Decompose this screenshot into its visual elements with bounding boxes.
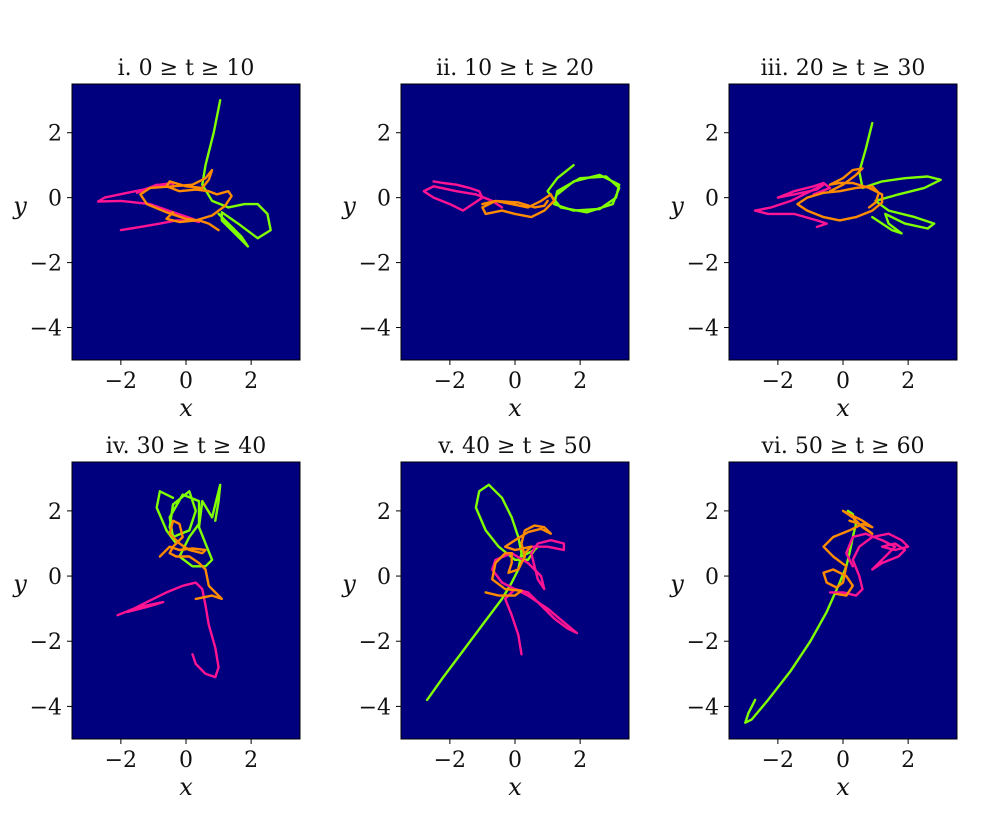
trajectory-line-3 — [822, 509, 874, 597]
x-axis-label: x — [836, 773, 850, 801]
trajectory-line-2 — [422, 180, 504, 212]
trajectory-line-1 — [201, 99, 272, 248]
y-tick-label: 2 — [705, 122, 719, 147]
y-tick-label: 2 — [48, 500, 62, 525]
trajectory-line-3 — [158, 519, 223, 601]
x-axis-label: x — [179, 773, 193, 801]
y-tick-label: 0 — [705, 565, 719, 590]
subplot-2: ii. 10 ≥ t ≥ 20 −2 0 2 2 0 −2 −4 x y — [341, 56, 630, 422]
x-tick-label: 0 — [179, 369, 193, 394]
subplot-1: i. 0 ≥ t ≥ 10 −2 0 2 2 0 −2 −4 x y — [12, 56, 301, 422]
x-tick-label: 0 — [836, 748, 850, 773]
subplot-title: iii. 20 ≥ t ≥ 30 — [761, 56, 926, 81]
series-group — [422, 164, 621, 219]
x-tick-label: 2 — [573, 748, 587, 773]
trajectory-line-3 — [796, 167, 884, 222]
trajectory-line-2 — [828, 532, 910, 597]
x-tick-label: 2 — [901, 748, 915, 773]
subplot-3: iii. 20 ≥ t ≥ 30 −2 0 2 2 0 −2 −4 x y — [669, 56, 958, 422]
series-group — [116, 483, 223, 679]
y-tick-label: 2 — [48, 122, 62, 147]
x-tick-label: 0 — [508, 748, 522, 773]
y-axis-label: y — [341, 570, 356, 598]
y-tick-label: −4 — [30, 317, 62, 342]
y-axis-label: y — [12, 570, 27, 598]
y-tick-label: 0 — [705, 187, 719, 212]
x-axis-label: x — [508, 394, 522, 422]
subplot-title: i. 0 ≥ t ≥ 10 — [118, 56, 255, 81]
x-axis-label: x — [508, 773, 522, 801]
y-tick-label: −4 — [359, 317, 391, 342]
subplot-5: v. 40 ≥ t ≥ 50 −2 0 2 2 0 −2 −4 x y — [341, 434, 630, 801]
x-tick-label: −2 — [105, 369, 137, 394]
x-axis-label: x — [179, 394, 193, 422]
x-tick-label: 2 — [244, 369, 258, 394]
x-tick-label: 0 — [508, 369, 522, 394]
plot-area — [728, 461, 958, 740]
x-tick-label: 2 — [573, 369, 587, 394]
subplot-title: v. 40 ≥ t ≥ 50 — [437, 434, 591, 459]
y-tick-label: −2 — [359, 630, 391, 655]
y-tick-label: 2 — [377, 122, 391, 147]
plot-area — [400, 461, 630, 740]
x-tick-label: 2 — [244, 748, 258, 773]
y-tick-label: −2 — [687, 630, 719, 655]
x-tick-label: −2 — [762, 369, 794, 394]
x-tick-label: −2 — [434, 369, 466, 394]
y-tick-label: 0 — [48, 187, 62, 212]
y-tick-label: −4 — [687, 317, 719, 342]
y-axis-label: y — [12, 192, 27, 220]
series-group — [744, 509, 910, 724]
x-axis-label: x — [836, 394, 850, 422]
y-axis-label: y — [669, 192, 684, 220]
subplot-title: iv. 30 ≥ t ≥ 40 — [106, 434, 267, 459]
y-tick-label: −2 — [30, 252, 62, 277]
y-tick-label: −2 — [30, 630, 62, 655]
y-tick-label: 0 — [48, 565, 62, 590]
y-tick-label: −4 — [687, 695, 719, 720]
subplot-title: vi. 50 ≥ t ≥ 60 — [760, 434, 924, 459]
plot-area — [71, 461, 301, 740]
x-tick-label: −2 — [105, 748, 137, 773]
subplot-4: iv. 30 ≥ t ≥ 40 −2 0 2 2 0 −2 −4 x y — [12, 434, 301, 801]
subplot-6: vi. 50 ≥ t ≥ 60 −2 0 2 2 0 −2 −4 x y — [669, 434, 958, 801]
trajectory-line-1 — [546, 164, 621, 214]
y-axis-label: y — [669, 570, 684, 598]
trajectory-line-3 — [139, 168, 233, 232]
plot-area — [400, 83, 630, 361]
x-tick-label: 0 — [836, 369, 850, 394]
y-axis-label: y — [341, 192, 356, 220]
x-tick-label: −2 — [762, 748, 794, 773]
series-group — [753, 121, 942, 235]
series-group — [96, 99, 272, 248]
trajectory-line-2 — [491, 539, 579, 656]
y-tick-label: −2 — [359, 252, 391, 277]
trajectory-line-3 — [484, 524, 552, 597]
y-tick-label: 2 — [377, 500, 391, 525]
subplot-title: ii. 10 ≥ t ≥ 20 — [436, 56, 594, 81]
y-tick-label: 0 — [377, 565, 391, 590]
y-tick-label: −4 — [359, 695, 391, 720]
y-tick-label: −2 — [687, 252, 719, 277]
trajectory-line-3 — [481, 193, 556, 219]
series-group — [425, 483, 579, 702]
plot-area — [728, 83, 958, 361]
y-tick-label: −4 — [30, 695, 62, 720]
trajectory-line-2 — [753, 181, 832, 229]
x-tick-label: 2 — [901, 369, 915, 394]
x-tick-label: −2 — [434, 748, 466, 773]
y-tick-label: 2 — [705, 500, 719, 525]
y-tick-label: 0 — [377, 187, 391, 212]
x-tick-label: 0 — [179, 748, 193, 773]
trajectory-line-2 — [116, 581, 220, 679]
